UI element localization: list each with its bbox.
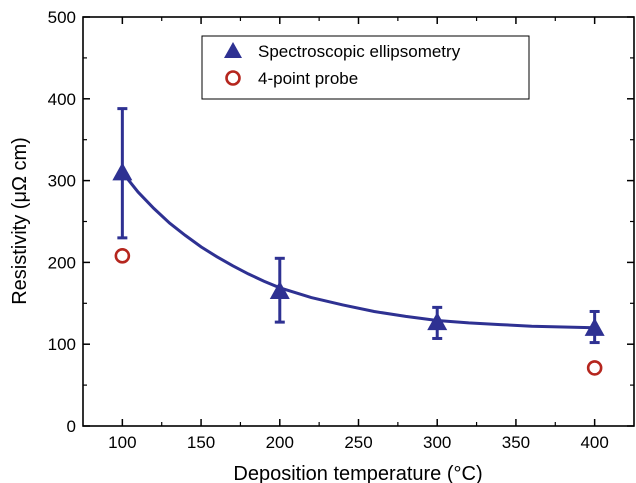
axis-ticks: 100 150 200 250 300 350 400 0 100 200 300 400 500: [48, 8, 634, 452]
legend-box: [201, 35, 530, 100]
ellipsometry-point: [584, 317, 605, 336]
x-tick-label: 150: [187, 433, 215, 452]
y-tick-label: 400: [48, 90, 76, 109]
legend-triangle-marker: [224, 42, 242, 58]
four-point-probe-point: [586, 360, 603, 376]
y-tick-label: 500: [48, 8, 76, 27]
x-tick-label: 350: [502, 433, 530, 452]
x-tick-label: 100: [108, 433, 136, 452]
ellipsometry-point: [269, 281, 290, 300]
y-tick-label: 100: [48, 335, 76, 354]
legend-label-four-point-probe: 4-point probe: [258, 69, 358, 88]
legend: Spectroscopic ellipsometry 4-point probe: [201, 35, 530, 100]
fit-curve-layer: [121, 171, 595, 330]
legend-circle-marker: [225, 70, 241, 86]
y-tick-label: 300: [48, 172, 76, 191]
x-tick-label: 300: [423, 433, 451, 452]
ellipsometry-point: [427, 312, 448, 331]
data-points-layer: [112, 162, 605, 376]
x-tick-label: 200: [266, 433, 294, 452]
y-tick-label: 0: [67, 417, 76, 436]
x-axis-label: Deposition temperature (°C): [233, 463, 482, 483]
y-tick-label: 200: [48, 253, 76, 272]
y-axis-label: Resistivity (μΩ cm): [9, 137, 31, 305]
fit-curve: [121, 171, 595, 330]
x-tick-label: 400: [580, 433, 608, 452]
ellipsometry-point: [112, 162, 133, 181]
x-tick-label: 250: [344, 433, 372, 452]
four-point-probe-point: [114, 248, 131, 264]
legend-label-ellipsometry: Spectroscopic ellipsometry: [258, 42, 461, 61]
